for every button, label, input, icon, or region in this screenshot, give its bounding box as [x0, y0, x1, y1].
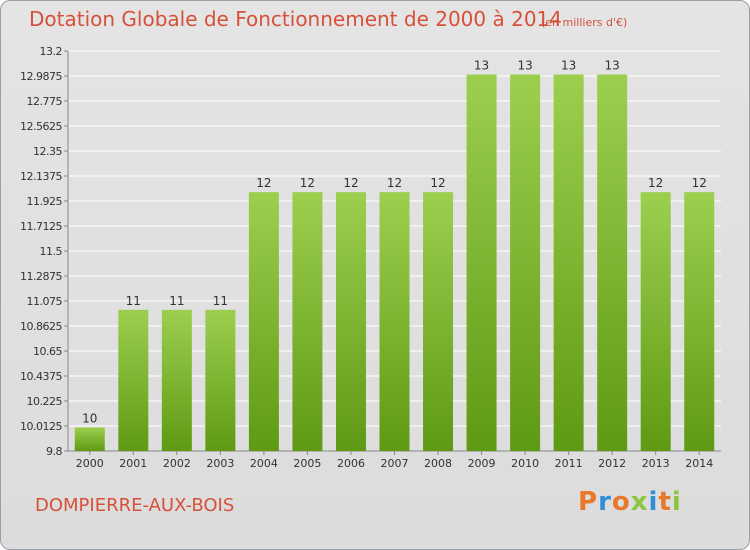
y-tick-label: 11.075 — [27, 295, 63, 308]
bar — [74, 427, 105, 451]
y-tick-label: 12.5625 — [20, 120, 62, 133]
bar — [248, 192, 279, 452]
data-label: 12 — [692, 176, 707, 190]
chart-title: Dotation Globale de Fonctionnement de 20… — [29, 7, 562, 31]
y-tick-label: 10.225 — [27, 395, 63, 408]
y-tick-label: 11.7125 — [20, 220, 62, 233]
logo-letter: o — [611, 487, 631, 517]
chart-unit-label: (en milliers d'€) — [541, 16, 628, 29]
x-tick-label: 2000 — [76, 457, 104, 470]
bar — [466, 74, 497, 451]
x-tick-label: 2005 — [293, 457, 321, 470]
y-tick-label: 10.4375 — [20, 370, 62, 383]
x-tick-label: 2007 — [381, 457, 409, 470]
y-tick-label: 10.8625 — [20, 320, 62, 333]
x-tick-label: 2013 — [642, 457, 670, 470]
data-label: 11 — [213, 294, 228, 308]
logo-letter: x — [630, 487, 649, 517]
data-label: 13 — [517, 59, 532, 73]
logo-letter: i — [671, 487, 682, 517]
bar — [510, 74, 541, 451]
bar — [292, 192, 323, 452]
logo-letter: P — [578, 487, 599, 517]
logo-letter: t — [658, 487, 672, 517]
bar — [684, 192, 715, 452]
data-labels: 10 11 11 11 12 12 12 12 12 13 13 13 13 12 12 — [82, 59, 707, 426]
data-label: 12 — [430, 176, 445, 190]
data-label: 12 — [256, 176, 271, 190]
x-tick-label: 2008 — [424, 457, 452, 470]
y-tick-label: 12.1375 — [20, 170, 62, 183]
data-label: 13 — [605, 59, 620, 73]
y-tick-label: 12.35 — [33, 145, 62, 158]
y-tick-label: 12.775 — [27, 95, 63, 108]
x-tick-label: 2010 — [511, 457, 539, 470]
proxiti-logo: Proxiti — [578, 487, 682, 517]
data-label: 12 — [343, 176, 358, 190]
bar — [640, 192, 671, 452]
data-label: 10 — [82, 411, 97, 425]
bar — [161, 309, 192, 451]
y-tick-label: 11.5 — [40, 245, 63, 258]
bar — [205, 309, 236, 451]
data-label: 12 — [387, 176, 402, 190]
logo-letter: i — [648, 487, 659, 517]
y-tick-label: 11.2875 — [20, 270, 62, 283]
data-label: 13 — [474, 59, 489, 73]
bar — [335, 192, 366, 452]
x-tick-label: 2002 — [163, 457, 191, 470]
x-axis: 2000 2001 2002 2003 2004 2005 2006 2007 2008 2009… — [76, 451, 713, 470]
data-label: 12 — [648, 176, 663, 190]
y-tick-label: 10.0125 — [20, 420, 62, 433]
data-label: 13 — [561, 59, 576, 73]
logo-letter: r — [598, 487, 612, 517]
x-tick-label: 2009 — [468, 457, 496, 470]
y-tick-label: 10.65 — [33, 345, 62, 358]
x-tick-label: 2003 — [206, 457, 234, 470]
x-tick-label: 2001 — [119, 457, 147, 470]
bars — [74, 74, 715, 452]
x-tick-label: 2011 — [555, 457, 583, 470]
y-tick-label: 11.925 — [27, 195, 63, 208]
bar — [423, 192, 454, 452]
data-label: 11 — [126, 294, 141, 308]
commune-name: DOMPIERRE-AUX-BOIS — [35, 495, 235, 516]
x-tick-label: 2014 — [685, 457, 713, 470]
bar — [118, 309, 149, 451]
data-label: 12 — [300, 176, 315, 190]
y-tick-label: 9.8 — [46, 445, 62, 458]
x-tick-label: 2012 — [598, 457, 626, 470]
data-label: 11 — [169, 294, 184, 308]
bar — [379, 192, 410, 452]
x-tick-label: 2006 — [337, 457, 365, 470]
x-tick-label: 2004 — [250, 457, 278, 470]
bar — [597, 74, 628, 451]
y-tick-label: 12.9875 — [20, 70, 62, 83]
y-tick-label: 13.2 — [40, 45, 63, 58]
bar — [553, 74, 584, 451]
